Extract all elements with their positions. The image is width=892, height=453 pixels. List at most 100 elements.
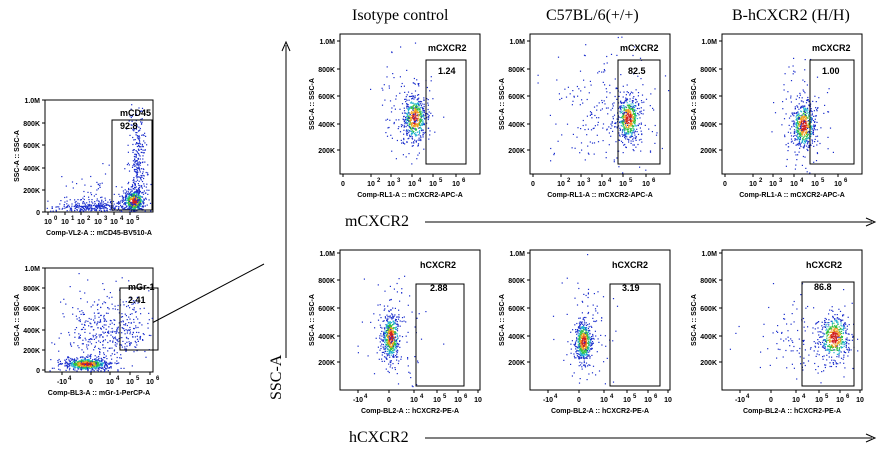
event-dot: [135, 175, 137, 177]
event-dot: [76, 364, 78, 366]
event-dot: [627, 109, 629, 111]
event-dot: [150, 334, 152, 337]
event-dot: [96, 322, 98, 324]
event-dot: [614, 78, 616, 80]
event-dot: [630, 135, 632, 137]
event-dot: [131, 206, 134, 208]
event-dot: [86, 346, 88, 348]
event-dot: [136, 179, 139, 181]
event-dot: [135, 204, 137, 206]
event-dot: [392, 332, 395, 334]
event-dot: [388, 332, 390, 334]
event-dot: [387, 332, 389, 334]
event-dot: [110, 201, 112, 203]
event-dot: [611, 122, 613, 124]
event-dot: [422, 134, 424, 136]
event-dot: [417, 109, 419, 111]
event-dot: [399, 131, 402, 133]
event-dot: [111, 296, 113, 298]
event-dot: [804, 111, 806, 113]
event-dot: [104, 199, 107, 201]
event-dot: [800, 115, 802, 117]
event-dot: [68, 363, 70, 366]
event-dot: [414, 117, 416, 119]
event-dot: [634, 122, 636, 125]
event-dot: [142, 339, 144, 341]
event-dot: [597, 141, 600, 143]
event-dot: [150, 210, 152, 212]
event-dot: [91, 366, 93, 368]
event-dot: [428, 138, 430, 140]
event-dot: [133, 192, 135, 194]
event-dot: [132, 331, 134, 333]
event-dot: [143, 205, 145, 207]
event-dot: [62, 207, 64, 209]
event-dot: [637, 124, 639, 126]
event-dot: [138, 201, 141, 203]
event-dot: [134, 184, 136, 186]
event-dot: [418, 103, 420, 105]
event-dot: [113, 207, 115, 209]
event-dot: [593, 127, 595, 129]
event-dot: [128, 203, 130, 206]
gate-label: mCD45: [120, 108, 151, 118]
event-dot: [619, 121, 621, 123]
event-dot: [610, 109, 612, 111]
event-dot: [796, 143, 799, 145]
event-dot: [395, 332, 397, 334]
event-dot: [141, 143, 143, 146]
event-dot: [93, 367, 95, 369]
event-dot: [116, 343, 118, 345]
event-dot: [593, 142, 596, 144]
event-dot: [407, 358, 409, 360]
event-dot: [138, 331, 140, 334]
event-dot: [591, 142, 594, 144]
event-dot: [98, 321, 100, 323]
event-dot: [623, 134, 625, 136]
event-dot: [787, 131, 789, 133]
event-dot: [626, 116, 629, 118]
event-dot: [407, 122, 409, 124]
event-dot: [114, 207, 116, 210]
event-dot: [434, 131, 436, 133]
event-dot: [141, 180, 144, 183]
event-dot: [381, 358, 383, 360]
event-dot: [410, 117, 412, 119]
event-dot: [829, 127, 832, 129]
event-dot: [410, 128, 412, 130]
event-dot: [387, 344, 389, 346]
event-dot: [134, 302, 136, 304]
event-dot: [99, 341, 101, 343]
event-dot: [814, 118, 816, 120]
event-dot: [802, 118, 805, 120]
x-tick-label: 10: [106, 379, 114, 386]
event-dot: [811, 114, 813, 116]
event-dot: [393, 121, 395, 124]
event-dot: [414, 95, 416, 97]
event-dot: [802, 117, 805, 119]
event-dot: [632, 105, 635, 107]
event-dot: [140, 151, 142, 153]
event-dot: [133, 327, 135, 330]
event-dot: [794, 123, 796, 125]
event-dot: [394, 332, 396, 334]
event-dot: [64, 363, 66, 365]
event-dot: [782, 101, 784, 103]
event-dot: [385, 331, 387, 334]
event-dot: [388, 327, 390, 329]
event-dot: [798, 103, 800, 105]
event-dot: [806, 123, 808, 125]
event-dot: [420, 110, 422, 112]
event-dot: [395, 348, 397, 350]
event-dot: [100, 202, 102, 204]
event-dot: [815, 101, 817, 103]
event-dot: [801, 141, 803, 143]
event-dot: [414, 108, 416, 110]
event-dot: [99, 353, 101, 355]
y-tick-label: 400K: [318, 122, 335, 129]
event-dot: [628, 139, 630, 141]
event-dot: [139, 171, 141, 173]
event-dot: [86, 205, 88, 207]
event-dot: [389, 317, 391, 319]
event-dot: [420, 120, 423, 122]
